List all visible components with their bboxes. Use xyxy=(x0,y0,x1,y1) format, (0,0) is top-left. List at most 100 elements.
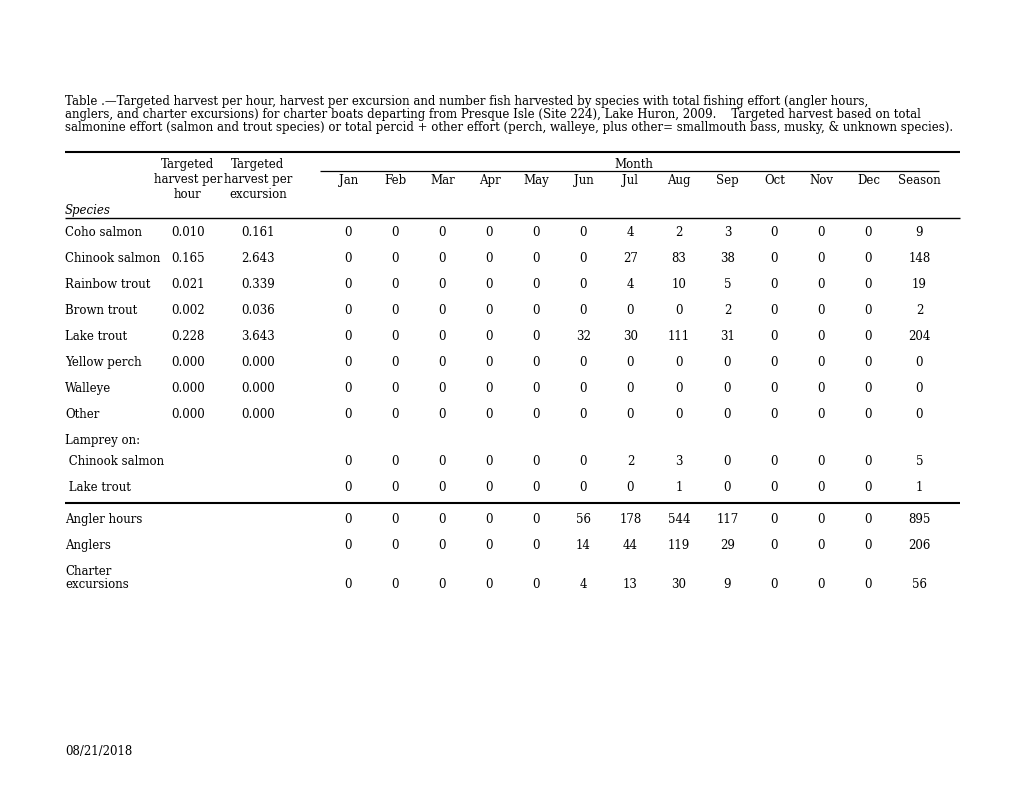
Text: 0: 0 xyxy=(532,304,540,317)
Text: 0: 0 xyxy=(770,578,777,591)
Text: 0: 0 xyxy=(864,226,871,239)
Text: 0: 0 xyxy=(864,578,871,591)
Text: 0: 0 xyxy=(532,382,540,395)
Text: 0: 0 xyxy=(532,252,540,265)
Text: 0: 0 xyxy=(817,226,824,239)
Text: Chinook salmon: Chinook salmon xyxy=(65,252,160,265)
Text: 0.161: 0.161 xyxy=(242,226,274,239)
Text: 0: 0 xyxy=(485,513,493,526)
Text: 0: 0 xyxy=(344,513,352,526)
Text: 2: 2 xyxy=(675,226,682,239)
Text: Species: Species xyxy=(65,204,111,217)
Text: 0: 0 xyxy=(344,278,352,291)
Text: 0.000: 0.000 xyxy=(240,408,274,421)
Text: 0: 0 xyxy=(532,513,540,526)
Text: 0: 0 xyxy=(438,408,446,421)
Text: 0: 0 xyxy=(675,356,682,369)
Text: 0: 0 xyxy=(344,408,352,421)
Text: 0: 0 xyxy=(675,382,682,395)
Text: 0: 0 xyxy=(723,382,731,395)
Text: 0: 0 xyxy=(723,408,731,421)
Text: 0: 0 xyxy=(770,481,777,494)
Text: 9: 9 xyxy=(915,226,922,239)
Text: 0: 0 xyxy=(770,226,777,239)
Text: 4: 4 xyxy=(626,278,634,291)
Text: 0: 0 xyxy=(485,481,493,494)
Text: 0: 0 xyxy=(532,356,540,369)
Text: Nov: Nov xyxy=(809,174,833,187)
Text: Mar: Mar xyxy=(430,174,454,187)
Text: 0: 0 xyxy=(864,330,871,343)
Text: 0: 0 xyxy=(817,330,824,343)
Text: 2: 2 xyxy=(723,304,731,317)
Text: 0: 0 xyxy=(723,356,731,369)
Text: 0: 0 xyxy=(391,304,398,317)
Text: 0: 0 xyxy=(817,455,824,468)
Text: 0: 0 xyxy=(579,304,587,317)
Text: 0.010: 0.010 xyxy=(171,226,205,239)
Text: Targeted
harvest per
excursion: Targeted harvest per excursion xyxy=(223,158,291,201)
Text: 0: 0 xyxy=(344,455,352,468)
Text: 0: 0 xyxy=(770,408,777,421)
Text: 0: 0 xyxy=(438,382,446,395)
Text: 0: 0 xyxy=(817,252,824,265)
Text: 0: 0 xyxy=(579,252,587,265)
Text: 3: 3 xyxy=(723,226,731,239)
Text: 56: 56 xyxy=(911,578,926,591)
Text: 0: 0 xyxy=(817,408,824,421)
Text: 0: 0 xyxy=(626,481,634,494)
Text: Lake trout: Lake trout xyxy=(65,481,130,494)
Text: 9: 9 xyxy=(723,578,731,591)
Text: 0: 0 xyxy=(675,304,682,317)
Text: 0: 0 xyxy=(532,578,540,591)
Text: 0: 0 xyxy=(626,304,634,317)
Text: 0: 0 xyxy=(817,513,824,526)
Text: 206: 206 xyxy=(908,539,929,552)
Text: Season: Season xyxy=(898,174,940,187)
Text: 0: 0 xyxy=(344,382,352,395)
Text: 1: 1 xyxy=(675,481,682,494)
Text: Lamprey on:: Lamprey on: xyxy=(65,434,140,447)
Text: 0: 0 xyxy=(723,481,731,494)
Text: 0: 0 xyxy=(391,278,398,291)
Text: 0: 0 xyxy=(344,304,352,317)
Text: 0: 0 xyxy=(770,382,777,395)
Text: 0: 0 xyxy=(864,356,871,369)
Text: 0: 0 xyxy=(579,408,587,421)
Text: 0: 0 xyxy=(770,539,777,552)
Text: 27: 27 xyxy=(623,252,637,265)
Text: excursions: excursions xyxy=(65,578,128,591)
Text: 0: 0 xyxy=(532,539,540,552)
Text: Oct: Oct xyxy=(763,174,785,187)
Text: 0.339: 0.339 xyxy=(240,278,274,291)
Text: 0: 0 xyxy=(817,539,824,552)
Text: 0: 0 xyxy=(391,356,398,369)
Text: 544: 544 xyxy=(667,513,690,526)
Text: 0: 0 xyxy=(344,356,352,369)
Text: 0.228: 0.228 xyxy=(171,330,205,343)
Text: 0: 0 xyxy=(864,304,871,317)
Text: 19: 19 xyxy=(911,278,926,291)
Text: 0: 0 xyxy=(915,408,922,421)
Text: 13: 13 xyxy=(623,578,637,591)
Text: 0: 0 xyxy=(532,278,540,291)
Text: 0: 0 xyxy=(391,252,398,265)
Text: 0: 0 xyxy=(485,252,493,265)
Text: 0: 0 xyxy=(626,408,634,421)
Text: 0: 0 xyxy=(864,408,871,421)
Text: 0: 0 xyxy=(485,356,493,369)
Text: salmonine effort (salmon and trout species) or total percid + other effort (perc: salmonine effort (salmon and trout speci… xyxy=(65,121,952,134)
Text: 0: 0 xyxy=(864,455,871,468)
Text: 0: 0 xyxy=(770,455,777,468)
Text: 38: 38 xyxy=(719,252,735,265)
Text: 0.165: 0.165 xyxy=(171,252,205,265)
Text: 0.021: 0.021 xyxy=(171,278,205,291)
Text: Anglers: Anglers xyxy=(65,539,111,552)
Text: 0: 0 xyxy=(438,330,446,343)
Text: 0: 0 xyxy=(391,226,398,239)
Text: 0: 0 xyxy=(485,578,493,591)
Text: Rainbow trout: Rainbow trout xyxy=(65,278,150,291)
Text: 30: 30 xyxy=(671,578,686,591)
Text: Jul: Jul xyxy=(622,174,638,187)
Text: 204: 204 xyxy=(908,330,929,343)
